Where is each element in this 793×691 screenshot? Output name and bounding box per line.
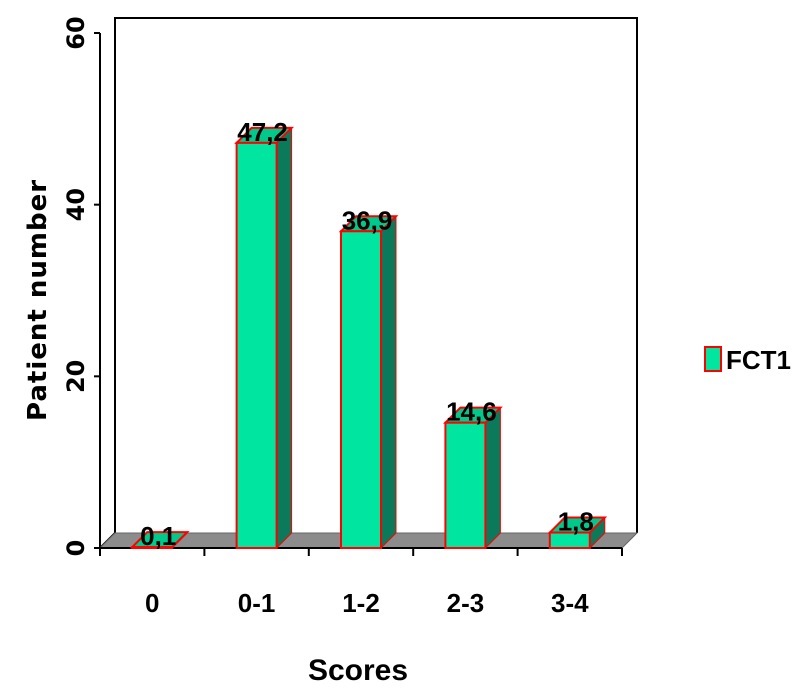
bar-side [380, 215, 397, 550]
y-axis-title: Patient number [23, 179, 53, 421]
bar [234, 126, 295, 550]
bar-front [235, 141, 278, 549]
x-axis-title: Scores [308, 654, 408, 687]
data-label: 0,1 [140, 521, 176, 551]
bar [129, 530, 190, 550]
bar [547, 516, 608, 550]
x-tick-label: 3-4 [551, 588, 589, 618]
bar [442, 406, 503, 550]
y-tick-label: 60 [62, 16, 90, 49]
data-label: 14,6 [446, 397, 497, 427]
data-label: 47,2 [237, 117, 288, 147]
y-tick-label: 0 [62, 540, 90, 557]
legend: FCT1 [704, 345, 791, 375]
data-label: 1,8 [558, 507, 594, 537]
x-tick-label: 1-2 [342, 588, 380, 618]
bars [129, 126, 608, 550]
y-tick-label: 40 [62, 188, 90, 221]
y-tick-label: 20 [62, 360, 90, 393]
bar-front [131, 546, 174, 549]
bar [338, 215, 399, 550]
bar-front [444, 421, 487, 549]
x-tick-label: 0 [145, 588, 159, 618]
x-axis-ticks: 0 0-1 1-2 2-3 3-4 [99, 548, 623, 618]
y-axis-ticks: 0 20 40 60 [62, 16, 100, 556]
data-label: 36,9 [342, 205, 393, 235]
bar-side [484, 406, 501, 550]
bar-front [340, 230, 382, 549]
x-tick-label: 2-3 [447, 588, 485, 618]
bar-side [276, 126, 293, 550]
x-tick-label: 0-1 [238, 588, 276, 618]
data-labels: 0,1 47,2 36,9 14,6 1,8 [140, 117, 594, 551]
bar-front [548, 531, 591, 549]
legend-swatch [704, 346, 722, 372]
legend-label-fct1: FCT1 [726, 345, 791, 375]
